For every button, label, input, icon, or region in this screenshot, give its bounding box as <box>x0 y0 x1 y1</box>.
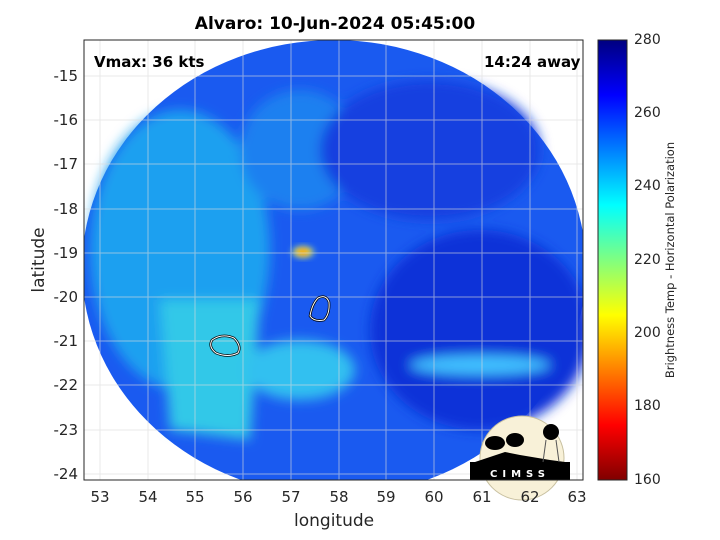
x-tick: 63 <box>567 488 587 506</box>
x-tick: 54 <box>138 488 158 506</box>
logo-text: CIMSS <box>490 469 550 480</box>
colorbar-tick: 200 <box>634 325 661 341</box>
x-tick: 59 <box>376 488 396 506</box>
x-tick: 55 <box>185 488 205 506</box>
colorbar-tick: 160 <box>634 472 661 488</box>
x-tick: 62 <box>520 488 540 506</box>
y-tick: -20 <box>53 288 79 306</box>
y-tick: -22 <box>53 376 79 394</box>
x-tick: 60 <box>424 488 444 506</box>
colorbar <box>597 39 628 481</box>
vmax-annotation: Vmax: 36 kts <box>94 53 205 71</box>
y-tick: -24 <box>53 465 79 483</box>
x-tick: 56 <box>233 488 253 506</box>
cimss-logo: CIMSS <box>470 415 570 501</box>
x-tick: 61 <box>472 488 492 506</box>
x-tick: 57 <box>281 488 301 506</box>
plot-title: Alvaro: 10-Jun-2024 05:45:00 <box>194 14 476 34</box>
warm-core <box>289 244 317 260</box>
grid <box>84 40 583 480</box>
y-tick: -21 <box>53 332 79 350</box>
y-tick: -17 <box>53 155 79 173</box>
y-tick: -19 <box>53 244 79 262</box>
colorbar-tick: 260 <box>634 105 661 121</box>
x-tick: 58 <box>329 488 349 506</box>
x-axis-label: longitude <box>294 511 375 531</box>
x-tick: 53 <box>90 488 110 506</box>
axes-box <box>83 39 584 481</box>
y-axis-label: latitude <box>29 227 49 293</box>
y-tick: -16 <box>53 111 79 129</box>
y-tick: -23 <box>53 421 79 439</box>
colorbar-tick: 180 <box>634 398 661 414</box>
y-tick: -18 <box>53 200 79 218</box>
colorbar-tick: 240 <box>634 178 661 194</box>
colorbar-tick: 220 <box>634 252 661 268</box>
colorbar-label: Brightness Temp - Horizontal Polarizatio… <box>663 141 677 379</box>
colorbar-tick: 280 <box>634 32 661 48</box>
away-annotation: 14:24 away <box>484 53 581 71</box>
swath <box>84 40 583 480</box>
y-tick: -15 <box>53 67 79 85</box>
